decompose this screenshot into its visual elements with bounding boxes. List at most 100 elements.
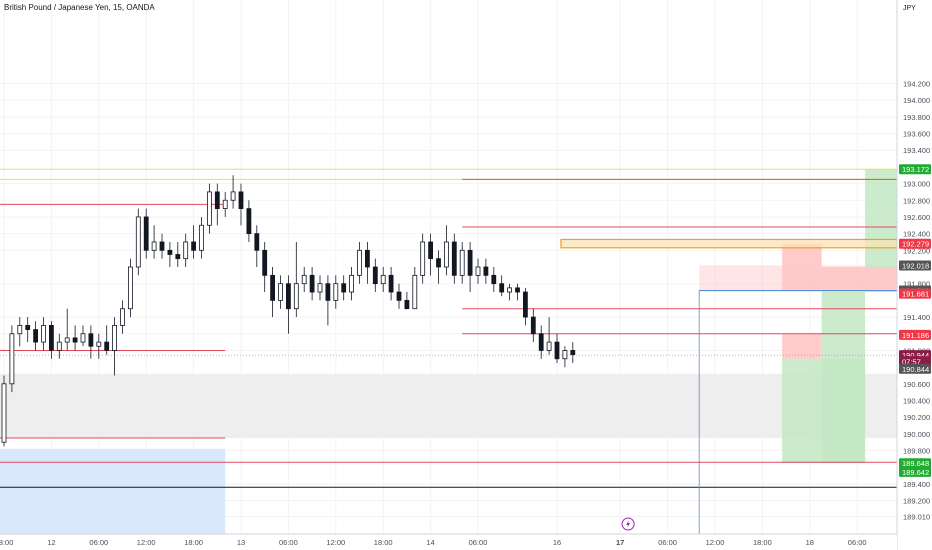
candle-body (372, 266, 378, 285)
zone-blue_zone (0, 448, 226, 534)
candle-body (364, 249, 370, 268)
time-axis-bg (0, 534, 897, 550)
candle (396, 283, 402, 309)
candle (388, 267, 394, 301)
candle (404, 292, 410, 310)
candle-body (357, 249, 362, 276)
lightning-icon-bolt (626, 520, 631, 528)
time-tick-label: 16 (553, 538, 561, 547)
candle-body (451, 241, 457, 276)
candle (206, 183, 212, 234)
candle-body (396, 291, 402, 301)
price-badge-label: 07:57 (902, 357, 921, 366)
time-tick-label: 18 (806, 538, 814, 547)
candle (309, 267, 315, 301)
candle-body (9, 333, 15, 385)
candle (175, 241, 181, 267)
zone-red_zone (821, 267, 897, 293)
price-tick-label: 190.400 (903, 397, 930, 406)
candle (143, 208, 149, 259)
candle (523, 287, 528, 326)
candle-body (238, 191, 244, 209)
price-tick-label: 192.600 (903, 213, 930, 222)
candle-body (1, 383, 7, 443)
candle-body (570, 350, 576, 356)
candle (191, 225, 197, 259)
candle (112, 317, 117, 376)
candle-body (270, 274, 276, 301)
time-tick-label: 06:00 (469, 538, 488, 547)
candle-body (317, 283, 323, 293)
candle (246, 200, 252, 242)
price-tick-label: 193.000 (903, 180, 930, 189)
price-badge: 07:57 (899, 356, 931, 367)
candle (72, 325, 78, 351)
candle (554, 333, 560, 363)
candle (41, 317, 46, 351)
price-badge-bg (899, 238, 931, 249)
time-tick-label: 14 (426, 538, 434, 547)
candle-body (538, 333, 544, 351)
currency-label[interactable]: JPY (903, 5, 916, 12)
candle-body (428, 241, 434, 260)
candle (349, 267, 355, 301)
candle-body (199, 224, 204, 251)
price-badge-bg (899, 356, 931, 367)
candle (317, 275, 323, 301)
price-badge-label: 193.172 (902, 165, 929, 174)
candle (127, 258, 133, 318)
price-badge: 189.642 (899, 466, 931, 477)
candle-body (349, 274, 355, 293)
lightning-icon[interactable] (621, 517, 635, 531)
price-badge-bg (899, 458, 931, 469)
zone-red_zone (782, 333, 822, 359)
zone-green_zone (865, 169, 897, 267)
price-badge: 190.844 (899, 363, 931, 374)
candle-body (285, 283, 291, 310)
price-tick-label: 192.400 (903, 230, 930, 239)
candle (515, 283, 520, 301)
price-tick-label: 189.200 (903, 497, 930, 506)
time-tick-label: 06:00 (848, 538, 867, 547)
candle (491, 267, 497, 293)
candle-body (333, 283, 339, 301)
candle (380, 267, 386, 293)
time-tick-label: 18:00 (753, 538, 772, 547)
zone-green_zone (782, 358, 866, 464)
price-badge: 193.172 (899, 164, 931, 175)
candle (25, 317, 31, 343)
candle-body (151, 241, 157, 251)
candle (33, 321, 38, 351)
candle (135, 208, 141, 276)
price-badge-bg (899, 164, 931, 175)
price-badge-bg (899, 363, 931, 374)
price-tick-label: 194.000 (903, 96, 930, 105)
candle-body (404, 299, 410, 310)
candle-body (278, 283, 283, 301)
price-tick-label: 189.800 (903, 447, 930, 456)
candle-body (159, 241, 165, 251)
candle (49, 321, 54, 359)
time-tick-label: 12:00 (137, 538, 156, 547)
candle (278, 275, 283, 309)
candle (538, 325, 544, 359)
price-tick-label: 190.200 (903, 413, 930, 422)
time-tick-label: 06:00 (658, 538, 677, 547)
candle (17, 317, 23, 347)
candle (88, 325, 94, 359)
candle-body (459, 249, 465, 276)
candle-body (17, 325, 23, 335)
zone-red_zone (782, 243, 822, 291)
candle (222, 191, 228, 217)
price-tick-label: 193.800 (903, 113, 930, 122)
candle-body (436, 258, 441, 268)
price-badge-bg (899, 329, 931, 340)
time-tick-label: 17 (616, 538, 624, 547)
price-badge-label: 190.844 (902, 365, 929, 374)
candle (238, 183, 244, 226)
candle (451, 233, 457, 284)
candle (254, 225, 260, 267)
price-badge-bg (899, 466, 931, 477)
